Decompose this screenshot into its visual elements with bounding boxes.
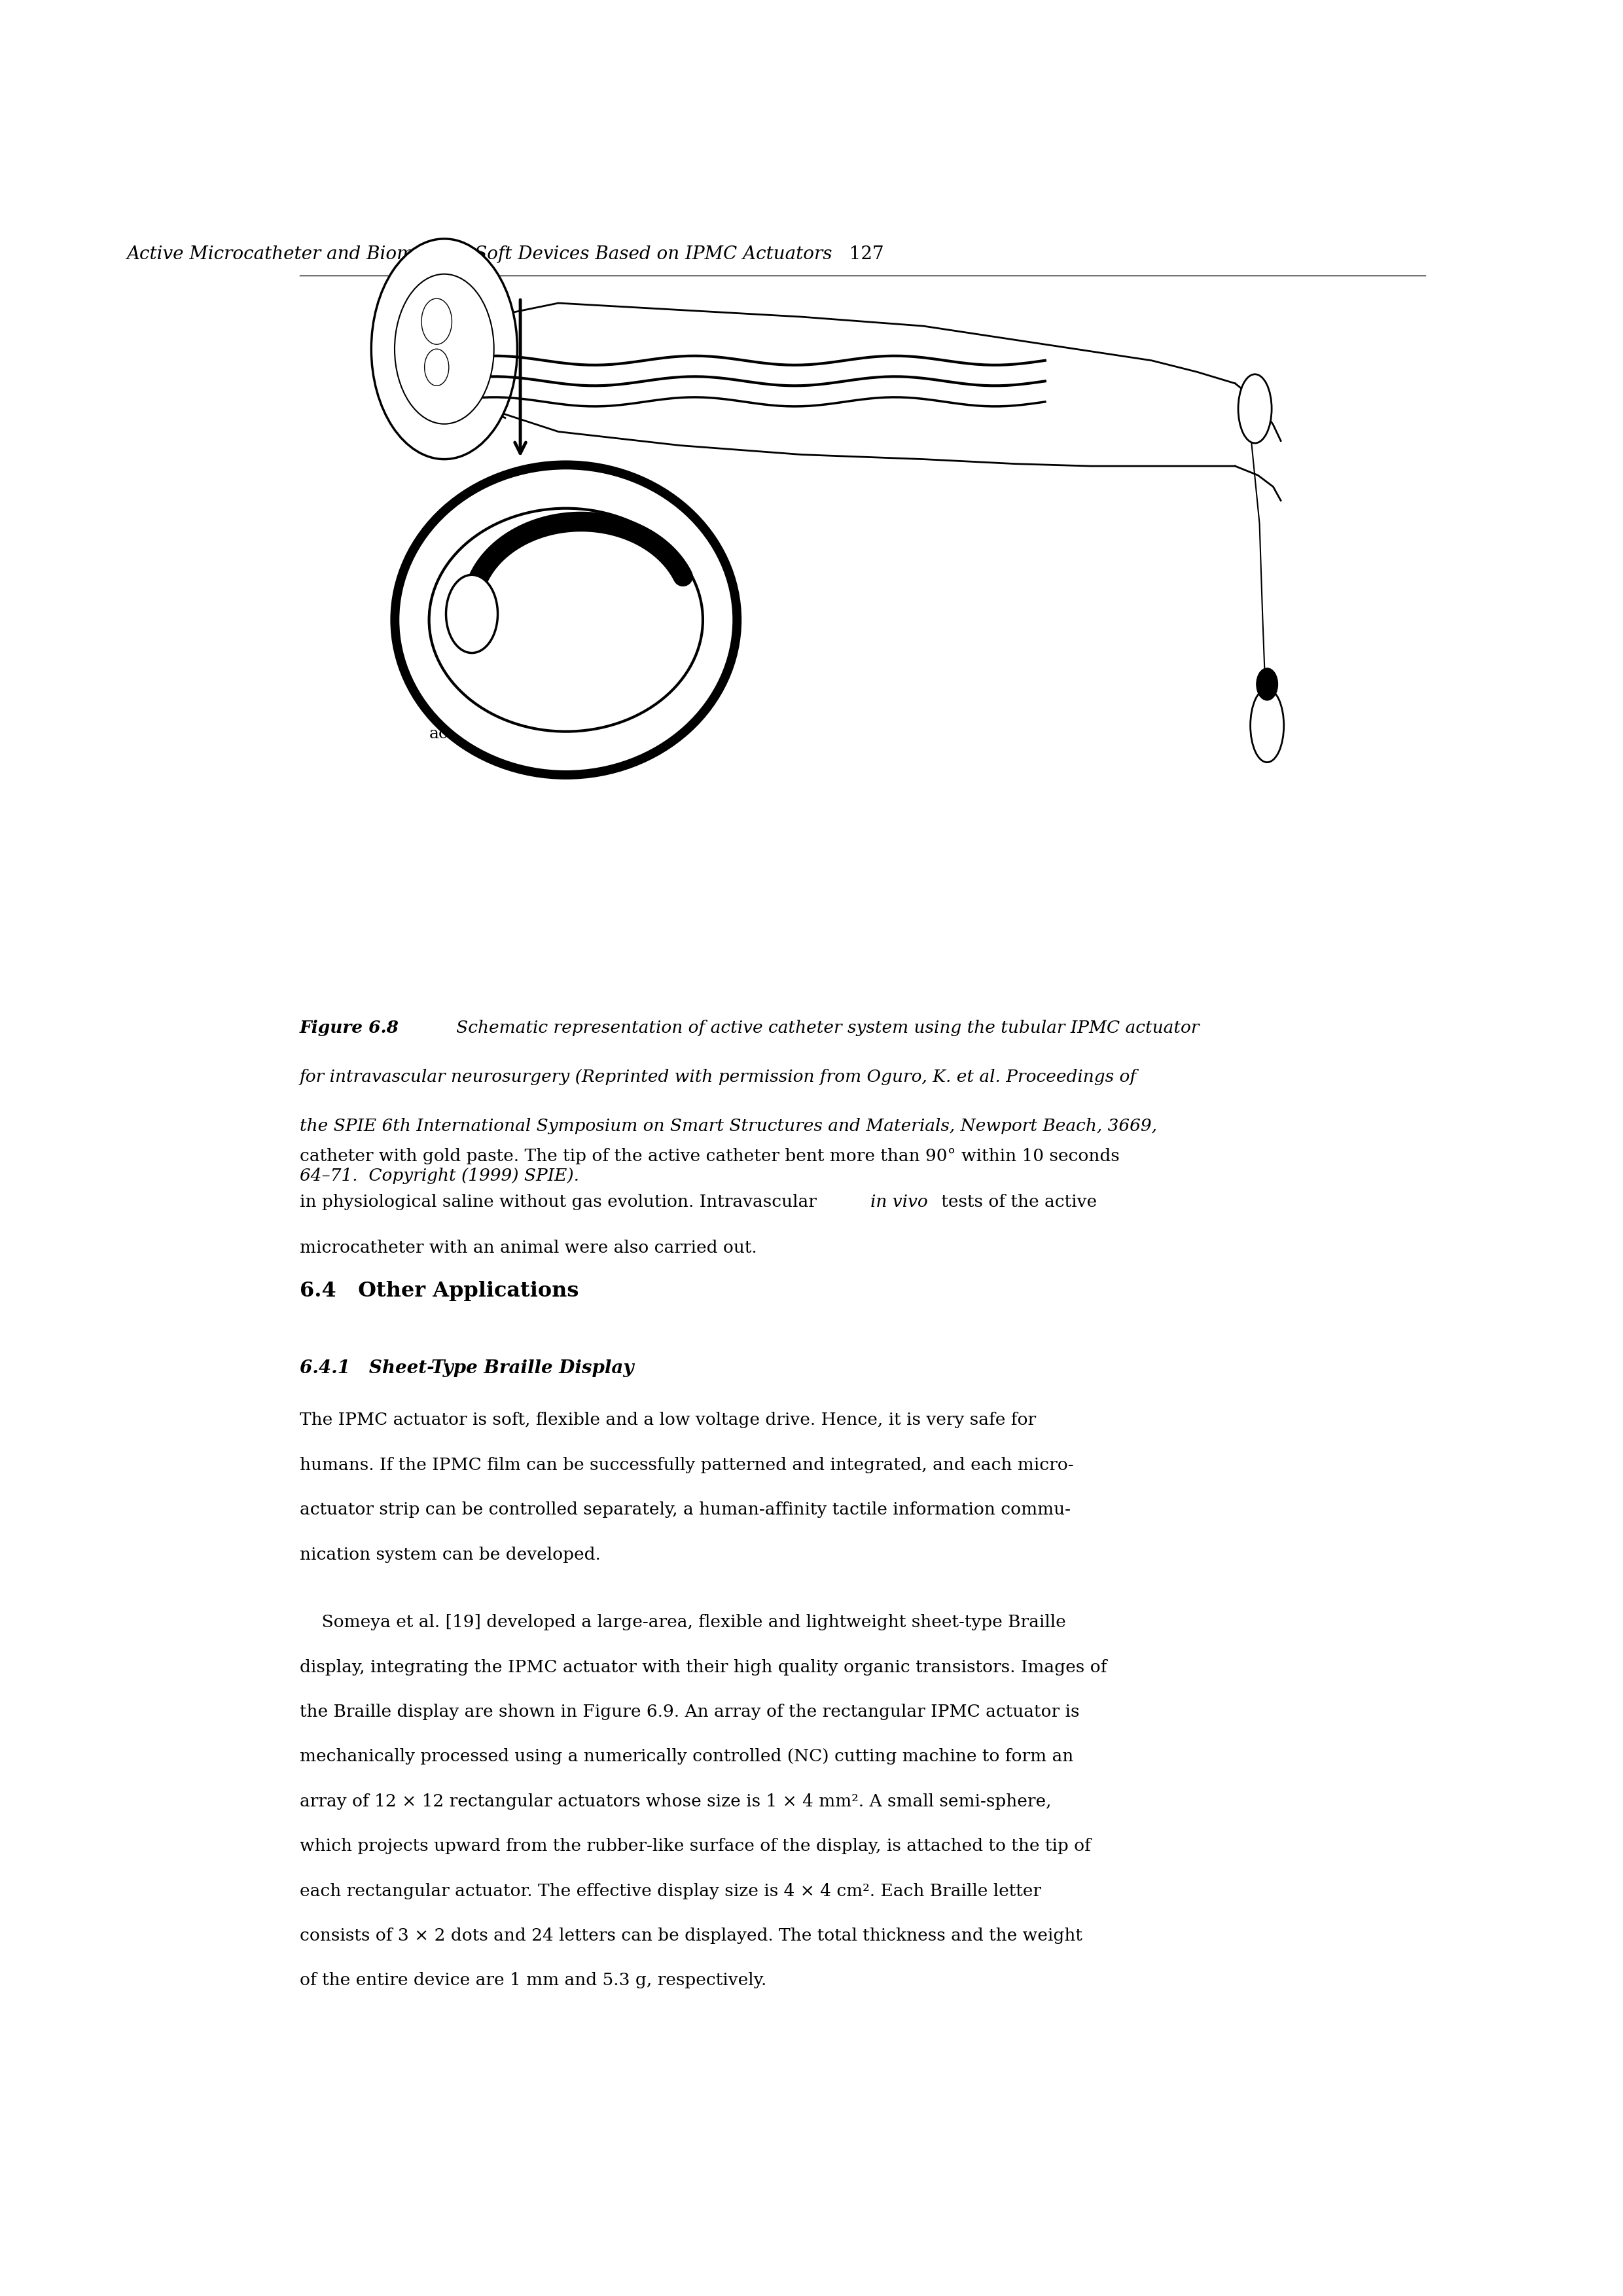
Text: each rectangular actuator. The effective display size is 4 × 4 cm². Each Braille: each rectangular actuator. The effective…: [300, 1883, 1042, 1899]
Text: 6.4.1   Sheet-Type Braille Display: 6.4.1 Sheet-Type Braille Display: [300, 1359, 635, 1378]
Text: in vivo: in vivo: [870, 1194, 928, 1210]
Text: display, integrating the IPMC actuator with their high quality organic transisto: display, integrating the IPMC actuator w…: [300, 1658, 1107, 1676]
Text: actuator strip can be controlled separately, a human-affinity tactile informatio: actuator strip can be controlled separat…: [300, 1502, 1071, 1518]
Text: Schematic representation of active catheter system using the tubular IPMC actuat: Schematic representation of active cathe…: [440, 1019, 1199, 1035]
Text: array of 12 × 12 rectangular actuators whose size is 1 × 4 mm². A small semi-sph: array of 12 × 12 rectangular actuators w…: [300, 1793, 1052, 1809]
Ellipse shape: [394, 464, 737, 774]
Text: 6.4   Other Applications: 6.4 Other Applications: [300, 1281, 579, 1302]
Ellipse shape: [1250, 689, 1284, 762]
Text: Someya et al. [19] developed a large-area, flexible and lightweight sheet-type B: Someya et al. [19] developed a large-are…: [300, 1614, 1066, 1630]
Text: consists of 3 × 2 dots and 24 letters can be displayed. The total thickness and : consists of 3 × 2 dots and 24 letters ca…: [300, 1929, 1083, 1945]
Ellipse shape: [1238, 374, 1272, 443]
Text: in physiological saline without gas evolution. Intravascular: in physiological saline without gas evol…: [300, 1194, 823, 1210]
Text: the SPIE 6th International Symposium on Smart Structures and Materials, Newport : the SPIE 6th International Symposium on …: [300, 1118, 1157, 1134]
Text: the Braille display are shown in Figure 6.9. An array of the rectangular IPMC ac: the Braille display are shown in Figure …: [300, 1704, 1079, 1720]
Text: Active Microcatheter and Biomedical Soft Devices Based on IPMC Actuators: Active Microcatheter and Biomedical Soft…: [127, 246, 833, 264]
Text: catheter with gold paste. The tip of the active catheter bent more than 90° with: catheter with gold paste. The tip of the…: [300, 1148, 1120, 1164]
Ellipse shape: [428, 507, 703, 732]
Circle shape: [372, 239, 518, 459]
Text: of the entire device are 1 mm and 5.3 g, respectively.: of the entire device are 1 mm and 5.3 g,…: [300, 1972, 766, 1988]
Text: 64–71.  Copyright (1999) SPIE).: 64–71. Copyright (1999) SPIE).: [300, 1166, 579, 1185]
Circle shape: [446, 574, 498, 652]
Text: humans. If the IPMC film can be successfully patterned and integrated, and each : humans. If the IPMC film can be successf…: [300, 1458, 1074, 1474]
Circle shape: [1256, 668, 1277, 700]
Circle shape: [394, 273, 493, 425]
Text: 127: 127: [833, 246, 885, 264]
Text: The IPMC actuator is soft, flexible and a low voltage drive. Hence, it is very s: The IPMC actuator is soft, flexible and …: [300, 1412, 1035, 1428]
Text: mechanically processed using a numerically controlled (NC) cutting machine to fo: mechanically processed using a numerical…: [300, 1750, 1073, 1766]
Circle shape: [422, 298, 451, 344]
Text: actuator: actuator: [428, 726, 500, 742]
Text: for intravascular neurosurgery (Reprinted with permission from Oguro, K. et al. : for intravascular neurosurgery (Reprinte…: [300, 1068, 1136, 1086]
Circle shape: [425, 349, 450, 386]
Text: which projects upward from the rubber-like surface of the display, is attached t: which projects upward from the rubber-li…: [300, 1837, 1091, 1855]
Text: Figure 6.8: Figure 6.8: [300, 1019, 399, 1035]
Text: nication system can be developed.: nication system can be developed.: [300, 1548, 601, 1564]
Text: tests of the active: tests of the active: [936, 1194, 1097, 1210]
Text: microcatheter with an animal were also carried out.: microcatheter with an animal were also c…: [300, 1240, 756, 1256]
Text: Tubular IPMC: Tubular IPMC: [428, 675, 547, 691]
